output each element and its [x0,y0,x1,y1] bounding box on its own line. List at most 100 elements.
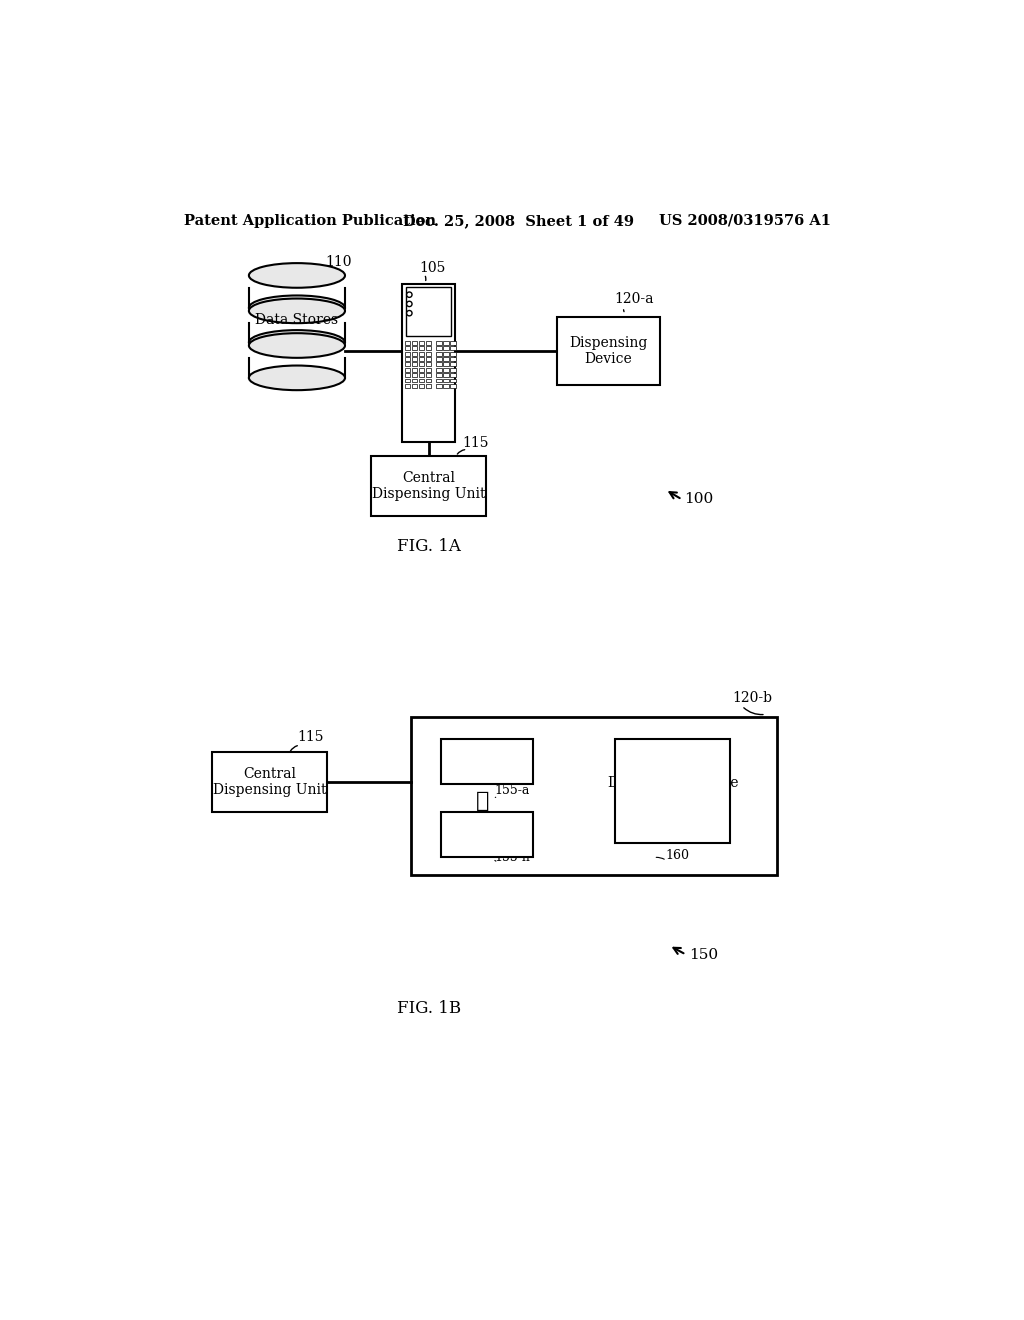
Text: Central
Dispensing Unit: Central Dispensing Unit [213,767,327,797]
Bar [426,351,431,355]
Ellipse shape [249,333,345,358]
Bar [426,363,431,367]
Bar [404,358,410,360]
Text: 155-n: 155-n [495,850,530,863]
Bar [426,368,431,372]
Bar [404,374,410,378]
Bar [412,346,417,350]
Bar [436,341,442,345]
Bar [419,351,424,355]
Bar [419,341,424,345]
Bar [404,341,410,345]
Text: Central
Dispensing Unit: Central Dispensing Unit [372,470,485,500]
Bar [411,717,777,875]
Bar [443,384,449,388]
Bar [412,384,417,388]
Bar [451,374,456,378]
Bar [404,351,410,355]
Bar [426,358,431,360]
Bar [419,379,424,383]
Bar [402,284,455,442]
Ellipse shape [249,298,345,323]
Bar [436,346,442,350]
Bar [426,341,431,345]
Text: 150: 150 [689,948,718,962]
Bar [412,351,417,355]
Bar [404,384,410,388]
Bar [419,374,424,378]
Bar [426,384,431,388]
Bar [212,752,328,812]
Bar [412,358,417,360]
Bar [426,374,431,378]
Bar [443,346,449,350]
Bar [436,368,442,372]
Text: ⋮: ⋮ [476,791,489,812]
Bar [557,317,659,385]
Bar [451,358,456,360]
Text: Bin: Bin [475,828,499,841]
Circle shape [407,310,412,315]
Text: Dispensing
Device: Dispensing Device [569,335,648,366]
Bar [412,341,417,345]
Bar [436,374,442,378]
Bar [436,358,442,360]
Text: FIG. 1B: FIG. 1B [396,1001,461,1018]
Bar [436,351,442,355]
Text: 115: 115 [463,436,489,450]
Bar [443,351,449,355]
Text: Patent Application Publication: Patent Application Publication [183,214,436,228]
Bar [443,368,449,372]
Bar [404,363,410,367]
Bar [419,384,424,388]
Bar [419,363,424,367]
Bar [451,346,456,350]
Bar [426,379,431,383]
Bar [443,341,449,345]
Bar [451,341,456,345]
Bar [443,379,449,383]
Bar [615,739,730,843]
Text: Bin: Bin [475,754,499,768]
Bar [443,374,449,378]
Bar [443,358,449,360]
Bar [436,384,442,388]
Text: Dispensing Device
Computer: Dispensing Device Computer [607,776,738,807]
Bar [412,374,417,378]
Bar [451,351,456,355]
Bar [419,368,424,372]
Bar [451,368,456,372]
Bar [443,363,449,367]
Bar [412,363,417,367]
Bar [419,358,424,360]
Text: Data Stores: Data Stores [255,313,339,327]
Bar [441,812,532,857]
Ellipse shape [249,263,345,288]
Bar [436,363,442,367]
Bar [436,379,442,383]
Text: 110: 110 [326,255,352,269]
Bar [404,379,410,383]
Text: 120-b: 120-b [732,692,772,705]
Circle shape [407,292,412,297]
Bar [441,739,532,784]
Bar [419,346,424,350]
Text: 160: 160 [665,849,689,862]
Bar [451,384,456,388]
Bar [407,286,452,337]
Text: 155-a: 155-a [495,784,530,797]
Bar [404,346,410,350]
Bar [412,368,417,372]
Text: US 2008/0319576 A1: US 2008/0319576 A1 [658,214,830,228]
Text: 115: 115 [297,730,324,744]
Bar [426,346,431,350]
Bar [404,368,410,372]
Ellipse shape [249,296,345,321]
Text: 120-a: 120-a [614,292,654,306]
Text: Dec. 25, 2008  Sheet 1 of 49: Dec. 25, 2008 Sheet 1 of 49 [403,214,634,228]
Bar [451,363,456,367]
Text: 105: 105 [420,260,445,275]
Text: 100: 100 [684,492,714,507]
Bar [412,379,417,383]
Circle shape [407,301,412,306]
